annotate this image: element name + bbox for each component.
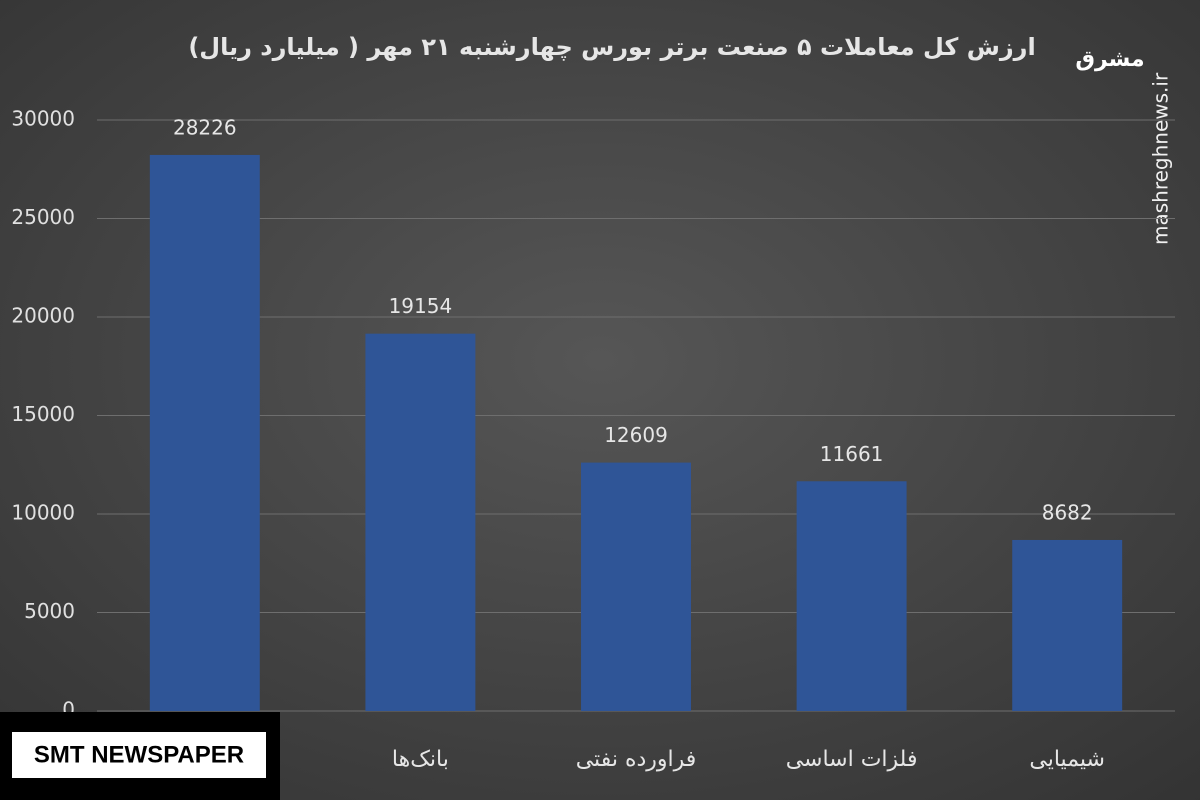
bar <box>796 481 907 711</box>
logo: مشرق <box>1075 47 1144 72</box>
badge: SMT NEWSPAPER <box>34 741 244 768</box>
badge-box <box>12 732 266 778</box>
x-tick-label: فلزات اساسی <box>786 747 918 772</box>
y-tick-label: 30000 <box>11 107 75 131</box>
bar <box>365 333 476 711</box>
y-tick-label: 10000 <box>11 501 75 525</box>
watermark-site: mashreghnews.ir <box>1149 72 1173 245</box>
data-label: 28226 <box>173 115 237 139</box>
bar <box>1012 539 1123 711</box>
y-tick-label: 25000 <box>11 205 75 229</box>
bar <box>149 154 260 711</box>
bar <box>581 462 691 711</box>
x-tick-label: شیمیایی <box>1029 747 1105 772</box>
data-label: 19154 <box>389 294 453 318</box>
chart-title: ارزش کل معاملات ۵ صنعت برتر بورس چهارشنب… <box>188 33 1035 61</box>
data-label: 12609 <box>604 423 668 447</box>
x-tick-label: فراورده نفتی <box>576 747 697 772</box>
y-tick-label: 15000 <box>11 402 75 426</box>
y-tick-label: 20000 <box>11 304 75 328</box>
y-tick-label: 5000 <box>24 599 75 623</box>
x-tick-label: بانک‌ها <box>392 747 449 772</box>
data-label: 8682 <box>1042 500 1093 524</box>
data-label: 11661 <box>820 442 884 466</box>
